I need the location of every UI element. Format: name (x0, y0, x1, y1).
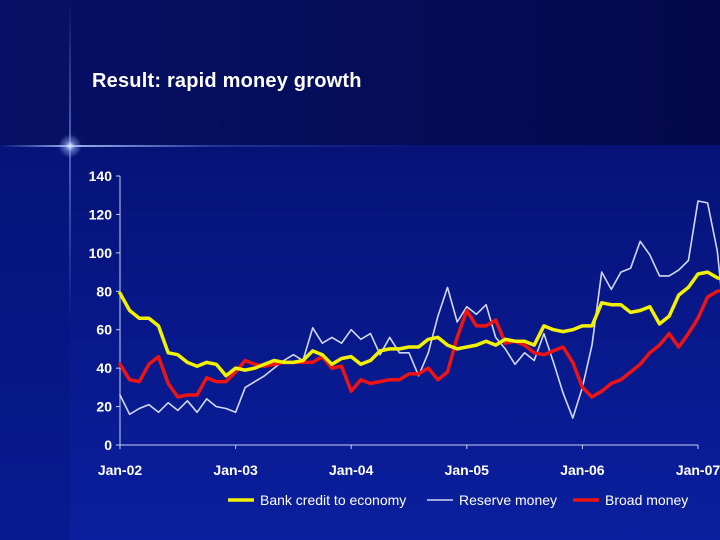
decorative-horizontal-glint (0, 145, 720, 147)
x-tick-label: Jan-06 (560, 462, 605, 478)
legend-label-broad-money: Broad money (605, 492, 688, 508)
y-tick-label: 100 (89, 245, 113, 261)
y-tick-label: 20 (96, 399, 112, 415)
chart-axes (116, 175, 699, 449)
y-tick-label: 0 (104, 437, 112, 453)
series-line-bank-credit-to-economy (118, 270, 720, 378)
y-tick-label: 140 (89, 168, 113, 184)
chart-legend: Bank credit to economy Reserve money Broad… (228, 492, 688, 508)
series-line-broad-money (118, 288, 720, 399)
legend-label-bank-credit-to-economy: Bank credit to economy (260, 492, 406, 508)
x-tick-label: Jan-03 (213, 462, 258, 478)
series-lines (118, 200, 720, 419)
x-tick-label: Jan-07 (676, 462, 720, 478)
decorative-vertical-glint (69, 0, 71, 540)
y-tick-label: 60 (96, 322, 112, 338)
y-tick-label: 120 (89, 206, 113, 222)
decorative-sparkle-icon (58, 134, 82, 158)
legend-label-reserve-money: Reserve money (459, 492, 557, 508)
series-line-reserve-money (119, 200, 720, 419)
x-tick-label: Jan-02 (98, 462, 143, 478)
y-tick-label: 80 (96, 283, 112, 299)
left-band (0, 145, 70, 540)
x-tick-label: Jan-04 (329, 462, 374, 478)
x-tick-label: Jan-05 (445, 462, 490, 478)
y-axis-tick-labels: 0 20 40 60 80 100 120 140 (89, 168, 113, 453)
x-axis-tick-labels: Jan-02 Jan-03 Jan-04 Jan-05 Jan-06 Jan-07 (98, 462, 720, 478)
slide-title: Result: rapid money growth (92, 70, 362, 92)
header-band (0, 0, 720, 145)
y-tick-label: 40 (96, 360, 112, 376)
